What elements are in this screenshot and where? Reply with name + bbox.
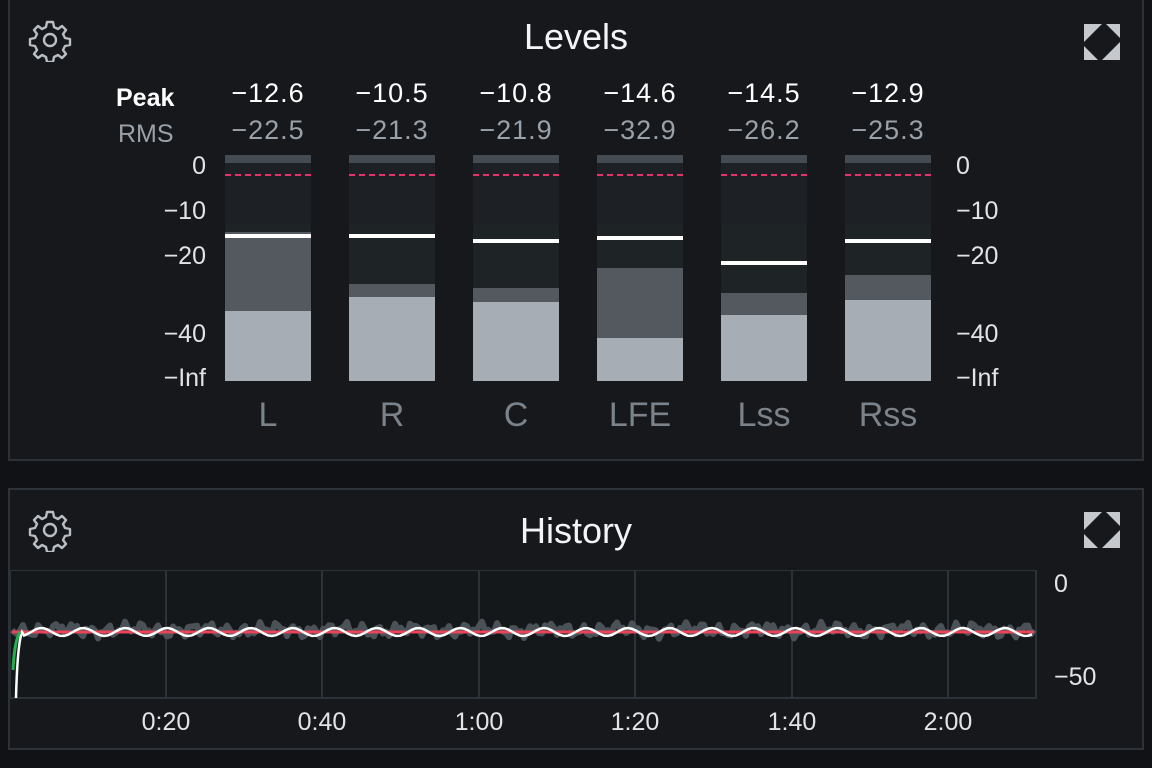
levels-panel: Levels Peak RMS −12.6 −10.5 −10.8 −14.6 … [8,0,1144,461]
rms-fill [225,310,311,381]
rms-row-label: RMS [118,120,174,148]
scale-right-0: 0 [956,152,970,180]
peak-value-c: −10.8 [479,78,553,108]
history-scale-50: −50 [1054,663,1097,691]
peak-hold-marker [845,238,931,243]
channel-label-r: R [379,396,405,434]
channel-label-lfe: LFE [608,396,672,434]
scale-left-20: −20 [163,242,206,270]
rms-value-r: −21.3 [355,115,429,145]
channel-label-lss: Lss [737,396,791,434]
scale-right-inf: −Inf [956,364,999,392]
time-label-1-20: 1:20 [610,708,660,736]
meter-rss [845,155,931,381]
scale-right-20: −20 [956,242,999,270]
peak-value-r: −10.5 [355,78,429,108]
meter-lfe [597,155,683,381]
rms-value-rss: −25.3 [851,115,925,145]
time-label-1-40: 1:40 [767,708,817,736]
target-line [721,174,807,176]
peak-hold-marker [597,236,683,241]
history-scale-0: 0 [1054,570,1068,598]
levels-expand-icon[interactable] [1082,22,1122,62]
scale-right-40: −40 [956,320,999,348]
channel-label-c: C [503,396,529,434]
scale-left-inf: −Inf [163,364,206,392]
scale-left-0: 0 [192,152,206,180]
channel-label-rss: Rss [858,396,918,434]
meter-cap [845,155,931,163]
meter-cap [597,155,683,163]
peak-hold-marker [349,234,435,239]
history-settings-gear-icon[interactable] [28,508,72,554]
history-expand-icon[interactable] [1082,510,1122,550]
time-label-1-00: 1:00 [454,708,504,736]
peak-value-lfe: −14.6 [603,78,677,108]
rms-value-lss: −26.2 [727,115,801,145]
peak-hold-marker [473,238,559,243]
peak-value-rss: −12.9 [851,78,925,108]
peak-value-lss: −14.5 [727,78,801,108]
target-line [225,174,311,176]
rms-fill [349,297,435,381]
history-panel: History 0 −50 0:20 0:40 1:00 1:20 1:40 2… [8,488,1144,750]
peak-hold-marker [721,261,807,266]
time-label-2-00: 2:00 [923,708,973,736]
peak-hold-marker [225,234,311,239]
levels-settings-gear-icon[interactable] [28,18,72,64]
meter-l [225,155,311,381]
meter-cap [473,155,559,163]
meter-lss [721,155,807,381]
scale-right-10: −10 [956,197,999,225]
loudness-trace [14,626,1033,699]
scale-left-10: −10 [163,197,206,225]
time-label-0-20: 0:20 [141,708,191,736]
rms-fill [845,299,931,381]
rms-fill [721,315,807,381]
rms-fill [473,301,559,381]
levels-title: Levels [523,16,629,57]
rms-value-c: −21.9 [479,115,553,145]
time-label-0-40: 0:40 [297,708,347,736]
peak-value-l: −12.6 [231,78,305,108]
target-line [845,174,931,176]
rms-fill [597,338,683,381]
channel-label-l: L [258,396,278,434]
target-line [597,174,683,176]
meter-cap [721,155,807,163]
meter-r [349,155,435,381]
start-transient-trace [11,631,22,671]
history-graph[interactable] [10,570,1040,700]
target-line [349,174,435,176]
rms-value-l: −22.5 [231,115,305,145]
target-line [473,174,559,176]
meter-cap [349,155,435,163]
peak-row-label: Peak [116,84,175,112]
rms-value-lfe: −32.9 [603,115,677,145]
meter-cap [225,155,311,163]
meter-c [473,155,559,381]
history-title: History [519,510,632,551]
scale-left-40: −40 [163,320,206,348]
